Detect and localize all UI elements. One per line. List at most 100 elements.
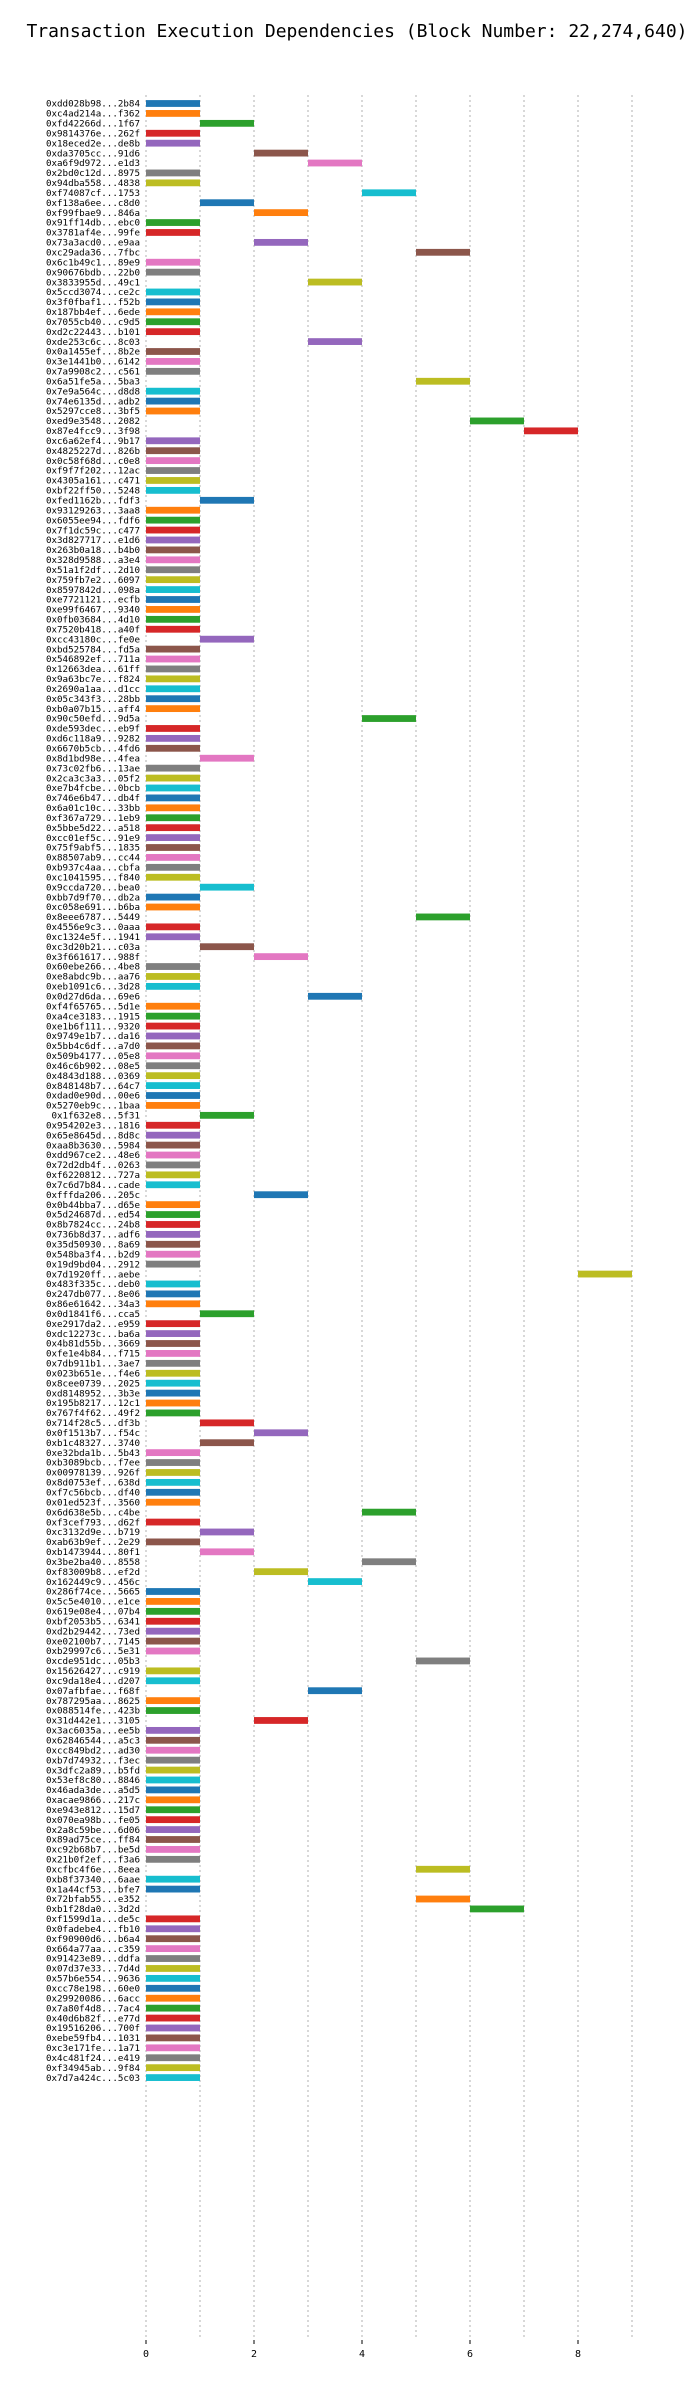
tx-bar: [146, 1369, 200, 1377]
tx-label: 0x6c1b49c1...89e9: [46, 257, 140, 268]
tx-bar: [308, 278, 362, 286]
tx-label: 0x5297cce8...3bf5: [46, 406, 140, 417]
tx-bar: [146, 834, 200, 841]
tx-bar: [146, 1885, 200, 1893]
tx-bar: [416, 913, 470, 921]
tx-label: 0xe99f6467...9340: [46, 605, 140, 616]
tx-bar: [146, 268, 200, 276]
tx-bar: [146, 1637, 200, 1645]
tx-bar: [146, 1786, 200, 1794]
tx-label: 0x509b4177...05e8: [46, 1051, 140, 1062]
tx-bar: [146, 1736, 200, 1744]
tx-bar: [146, 1816, 200, 1824]
chart-title: Transaction Execution Dependencies (Bloc…: [26, 21, 687, 42]
tx-bar: [254, 1568, 308, 1576]
tx-bar: [146, 2024, 200, 2032]
tx-bar: [146, 1607, 200, 1615]
tx-label: 0x7f1dc59c...c477: [46, 525, 140, 536]
tx-bar: [146, 1756, 200, 1764]
tx-bar: [146, 1072, 200, 1080]
tx-bar: [146, 695, 200, 703]
tx-label: 0x286f74ce...5665: [46, 1587, 140, 1598]
tx-bar: [146, 1201, 200, 1209]
tx-bar: [146, 903, 200, 911]
tx-label: 0x195b8217...12c1: [46, 1398, 140, 1409]
tx-bar: [200, 199, 254, 207]
tx-bar: [254, 953, 308, 961]
tx-bar: [308, 159, 362, 167]
tx-label: 0xab63b9ef...2e29: [46, 1537, 140, 1548]
tx-bar: [200, 119, 254, 127]
tx-label: 0x0c58f68d...c0e8: [46, 456, 140, 467]
tx-bar: [416, 1895, 470, 1903]
tx-label: 0x1f632e8...5f31: [51, 1111, 140, 1122]
tx-label: 0x90c50efd...9d5a: [46, 714, 140, 725]
tx-label: 0x8cee0739...2025: [46, 1378, 140, 1389]
tx-bar: [146, 1379, 200, 1387]
tx-label: 0x3833955d...49c1: [46, 277, 140, 288]
tx-bar: [146, 1330, 200, 1337]
tx-bar: [146, 705, 200, 713]
tx-bar: [146, 536, 200, 544]
tx-label: 0x18eced2e...de8b: [46, 138, 140, 149]
tx-label: 0x759fb7e2...6097: [46, 575, 140, 586]
tx-label: 0x2690a1aa...d1cc: [46, 684, 140, 695]
tx-label: 0xbd525784...fd5a: [46, 644, 140, 655]
tx-label: 0xe7721121...ecfb: [46, 595, 140, 606]
tx-bar: [146, 615, 200, 623]
tx-bar: [146, 1627, 200, 1635]
tx-label: 0xcc43180c...fe0e: [46, 634, 140, 645]
tx-label: 0xacae9866...217c: [46, 1795, 140, 1806]
tx-bar: [146, 1171, 200, 1179]
tx-bar: [146, 1141, 200, 1149]
tx-bar: [416, 377, 470, 385]
tx-label: 0x15626427...c919: [46, 1666, 140, 1677]
tx-label: 0x664a77aa...c359: [46, 1944, 140, 1955]
tx-label: 0x9a63bc7e...f824: [46, 674, 141, 685]
tx-label: 0x736b8d37...adf6: [46, 1230, 140, 1241]
tx-bar: [146, 546, 200, 554]
tx-label: 0x9814376e...262f: [46, 128, 140, 139]
tx-label: 0x8597842d...098a: [46, 585, 140, 596]
tx-bar: [146, 606, 200, 613]
tx-label: 0x75f9abf5...1835: [46, 843, 140, 854]
tx-bar: [254, 1717, 308, 1724]
tx-label: 0xf1599d1a...de5c: [46, 1914, 140, 1925]
tx-label: 0x6a01c10c...33bb: [46, 803, 140, 814]
tx-label: 0x91423e89...ddfa: [46, 1954, 140, 1965]
tx-label: 0x73a3acd0...e9aa: [46, 238, 140, 249]
tx-bar: [146, 725, 200, 732]
tx-bar: [362, 715, 416, 722]
tx-bar: [200, 1548, 254, 1556]
tx-label: 0x8d0753ef...638d: [46, 1478, 140, 1489]
tx-bar: [146, 1667, 200, 1675]
tx-bar: [146, 854, 200, 861]
tx-label: 0x848148b7...64c7: [46, 1081, 140, 1092]
tx-label: 0x7d1920ff...aebe: [46, 1269, 140, 1280]
tx-bar: [146, 586, 200, 593]
tx-label: 0x1a44cf53...bfe7: [46, 1884, 140, 1895]
tx-label: 0xb937c4aa...cbfa: [46, 863, 140, 874]
tx-label: 0x0d1841f6...cca5: [46, 1309, 140, 1320]
tx-label: 0xde253c6c...8c03: [46, 337, 140, 348]
tx-bar: [146, 387, 200, 395]
tx-bar: [146, 1766, 200, 1774]
tx-label: 0x6a51fe5a...5ba3: [46, 376, 140, 387]
tx-bar: [146, 516, 200, 524]
tx-label: 0x21b0f2ef...f3a6: [46, 1855, 140, 1866]
tx-bar: [254, 1429, 308, 1437]
tx-bar: [146, 477, 200, 484]
tx-bar: [200, 496, 254, 504]
tx-bar: [578, 1270, 632, 1278]
tx-bar: [146, 844, 200, 851]
tx-label: 0x8eee6787...5449: [46, 912, 140, 923]
tx-label: 0x7e9a564c...d8d8: [46, 386, 140, 397]
tx-bar: [146, 139, 200, 147]
tx-label: 0x5c5e4010...e1ce: [46, 1597, 140, 1608]
tx-label: 0x070ea98b...fe05: [46, 1815, 140, 1826]
tx-label: 0x3f661617...988f: [46, 952, 140, 963]
tx-bar: [146, 625, 200, 633]
tx-bar: [146, 1181, 200, 1189]
tx-label: 0x89ad75ce...ff84: [46, 1835, 141, 1846]
